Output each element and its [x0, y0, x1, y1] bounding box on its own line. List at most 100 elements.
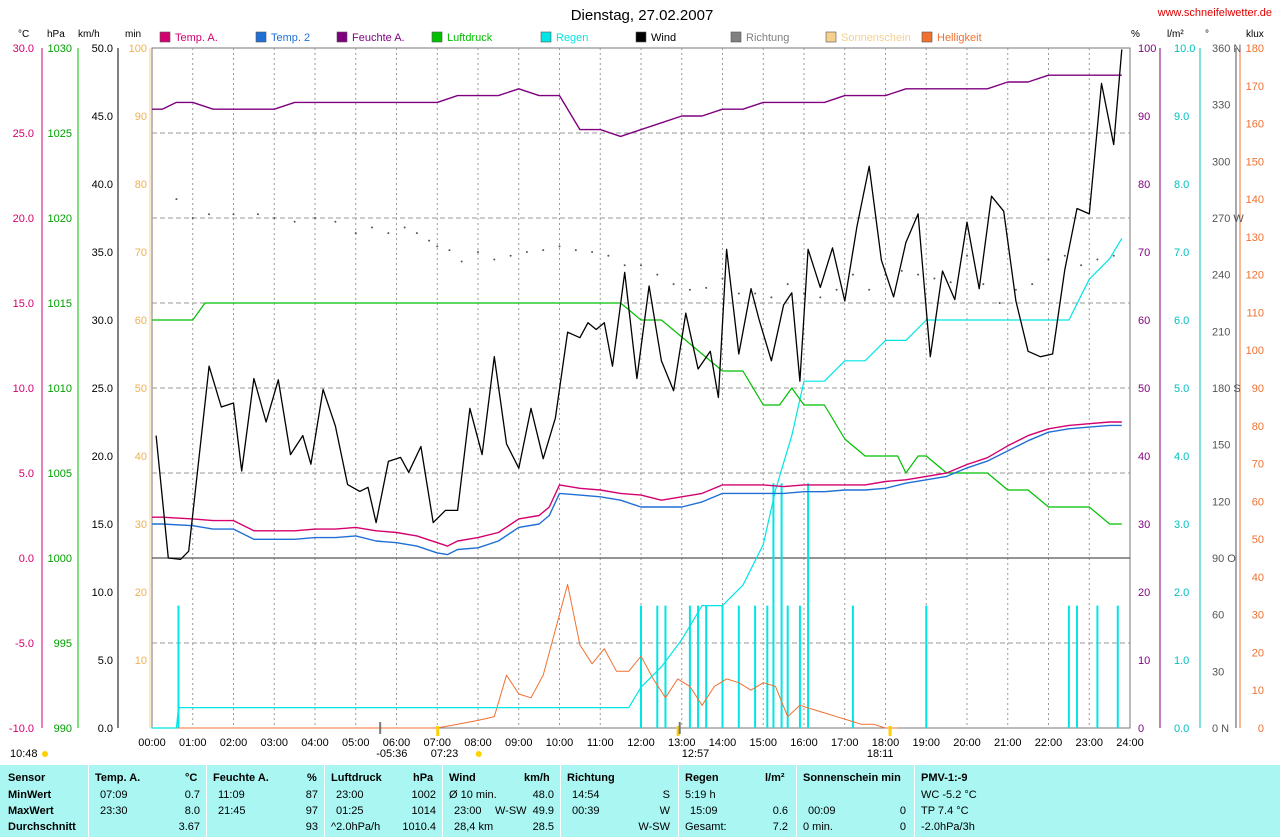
- direction-dot: [191, 217, 194, 219]
- brightness-tick-label: 110: [1246, 307, 1264, 319]
- pressure-tick-label: 1000: [48, 553, 72, 565]
- druck-max-time: 01:25: [336, 805, 364, 817]
- direction-tick-label: 330: [1212, 100, 1230, 112]
- druck-trend: ^2.0hPa/h: [331, 821, 381, 833]
- direction-dot: [232, 213, 235, 216]
- stats-row-label: MinWert: [8, 789, 52, 801]
- direction-dot: [623, 264, 626, 267]
- x-tick-label: 23:00: [1075, 737, 1103, 749]
- brightness-tick-label: 100: [1246, 345, 1264, 357]
- x-tick-label: 08:00: [464, 737, 492, 749]
- legend: Temp. A. Temp. 2 Feuchte A. Luftdruck Regen W…: [159, 31, 982, 44]
- humidity-tick-label: 50: [1138, 383, 1150, 395]
- pressure-line: [152, 302, 1122, 525]
- rain-cumulative-line: [152, 238, 1123, 729]
- x-tick-label: 11:00: [587, 737, 614, 749]
- regen-max: 0.6: [772, 805, 788, 817]
- direction-dot: [354, 232, 357, 235]
- direction-dot: [591, 251, 594, 253]
- wind-tick-label: 40.0: [92, 179, 113, 191]
- sonne-total-label: 0 min.: [803, 821, 833, 833]
- temp-unit: °C: [18, 29, 29, 40]
- brightness-tick-label: 160: [1246, 119, 1264, 131]
- pressure-tick-label: 995: [54, 638, 72, 650]
- website-label[interactable]: www.schneifelwetter.de: [1157, 7, 1272, 19]
- wind-min: 48.0: [532, 789, 554, 801]
- wind-tick-label: 45.0: [92, 111, 113, 123]
- direction-dot: [786, 283, 789, 286]
- temp-a-line: [152, 421, 1122, 547]
- direction-dot: [949, 281, 952, 284]
- sunshine-tick-label: 70: [135, 247, 147, 259]
- x-tick-label: 13:00: [668, 737, 696, 749]
- legend-label: Richtung: [746, 32, 789, 44]
- sunshine-tick-label: 40: [135, 451, 147, 463]
- wind-tick-label: 50.0: [92, 43, 113, 55]
- direction-dot: [868, 288, 871, 291]
- temp-min-time: 07:09: [100, 789, 128, 801]
- regen-total-label: Gesamt:: [685, 821, 727, 833]
- brightness-tick-label: 10: [1252, 685, 1264, 697]
- direction-dot: [256, 213, 259, 216]
- direction-dot: [998, 302, 1001, 304]
- temp-tick-label: 20.0: [13, 213, 34, 225]
- x-tick-label: 10:00: [546, 737, 574, 749]
- direction-dot: [770, 296, 773, 299]
- temp-tick-label: 5.0: [19, 468, 34, 480]
- direction-tick-label: 360 N: [1212, 43, 1241, 55]
- weather-chart: Dienstag, 27.02.2007 www.schneifelwetter…: [8, 7, 1272, 760]
- legend-swatch: [825, 31, 837, 43]
- feuchte-min: 87: [305, 789, 318, 801]
- sunshine-tick-label: 90: [135, 111, 147, 123]
- humidity-tick-label: 70: [1138, 247, 1150, 259]
- x-tick-label: 02:00: [220, 737, 248, 749]
- rain-tick-label: 7.0: [1174, 247, 1189, 259]
- chart-title: Dienstag, 27.02.2007: [571, 7, 714, 24]
- direction-dot: [448, 249, 451, 252]
- sonne-max: 0: [899, 805, 906, 817]
- direction-dot: [387, 232, 390, 235]
- pressure-tick-label: 1030: [48, 43, 72, 55]
- sunrise-icon: [475, 751, 482, 757]
- temp-tick-label: 30.0: [13, 43, 34, 55]
- wind-tick-label: 15.0: [92, 519, 113, 531]
- direction-dot: [460, 260, 463, 263]
- stats-separator: [560, 765, 561, 837]
- direction-dot: [574, 249, 577, 252]
- moon-icon: [42, 751, 48, 757]
- direction-dot: [293, 220, 296, 223]
- sunshine-marker: [676, 726, 680, 736]
- druck-unit-head: hPa: [413, 772, 434, 784]
- brightness-tick-label: 30: [1252, 610, 1264, 622]
- direction-dot: [371, 226, 374, 229]
- direction-dot: [273, 217, 276, 219]
- direction-dot: [509, 254, 512, 257]
- x-tick-label: 19:00: [912, 737, 940, 749]
- sunshine-tick-label: 80: [135, 179, 147, 191]
- rain-tick-label: 5.0: [1174, 383, 1189, 395]
- statistics-panel: Sensor MinWert MaxWert Durchschnitt Temp…: [0, 765, 1280, 837]
- druck-min-time: 23:00: [336, 789, 364, 801]
- direction-dot: [737, 292, 740, 295]
- wind-head: Wind: [449, 772, 476, 784]
- direction-dot: [558, 245, 561, 248]
- moon-time-label: 10:48: [10, 748, 38, 760]
- regen-duration: 5:19 h: [685, 789, 716, 801]
- sonne-head: Sonnenschein min: [803, 772, 901, 784]
- direction-dot: [656, 273, 659, 276]
- richtung-min: S: [662, 789, 670, 801]
- direction-dot: [721, 277, 724, 280]
- x-tick-label: 01:00: [179, 737, 207, 749]
- humidity-unit: %: [1131, 29, 1140, 40]
- x-event-markers: 10:48 -05:36 07:23 12:57 18:11: [10, 722, 894, 760]
- feuchte-head: Feuchte A.: [213, 772, 269, 784]
- direction-dot: [819, 296, 822, 299]
- direction-dot: [933, 277, 936, 280]
- chart-marks: [152, 49, 1123, 736]
- temp-2-line: [152, 424, 1122, 556]
- moonrise-label: -05:36: [376, 748, 407, 760]
- wind-line: [155, 49, 1123, 561]
- direction-tick-label: 120: [1212, 496, 1230, 508]
- direction-dot: [175, 198, 178, 201]
- direction-tick-label: 300: [1212, 156, 1230, 168]
